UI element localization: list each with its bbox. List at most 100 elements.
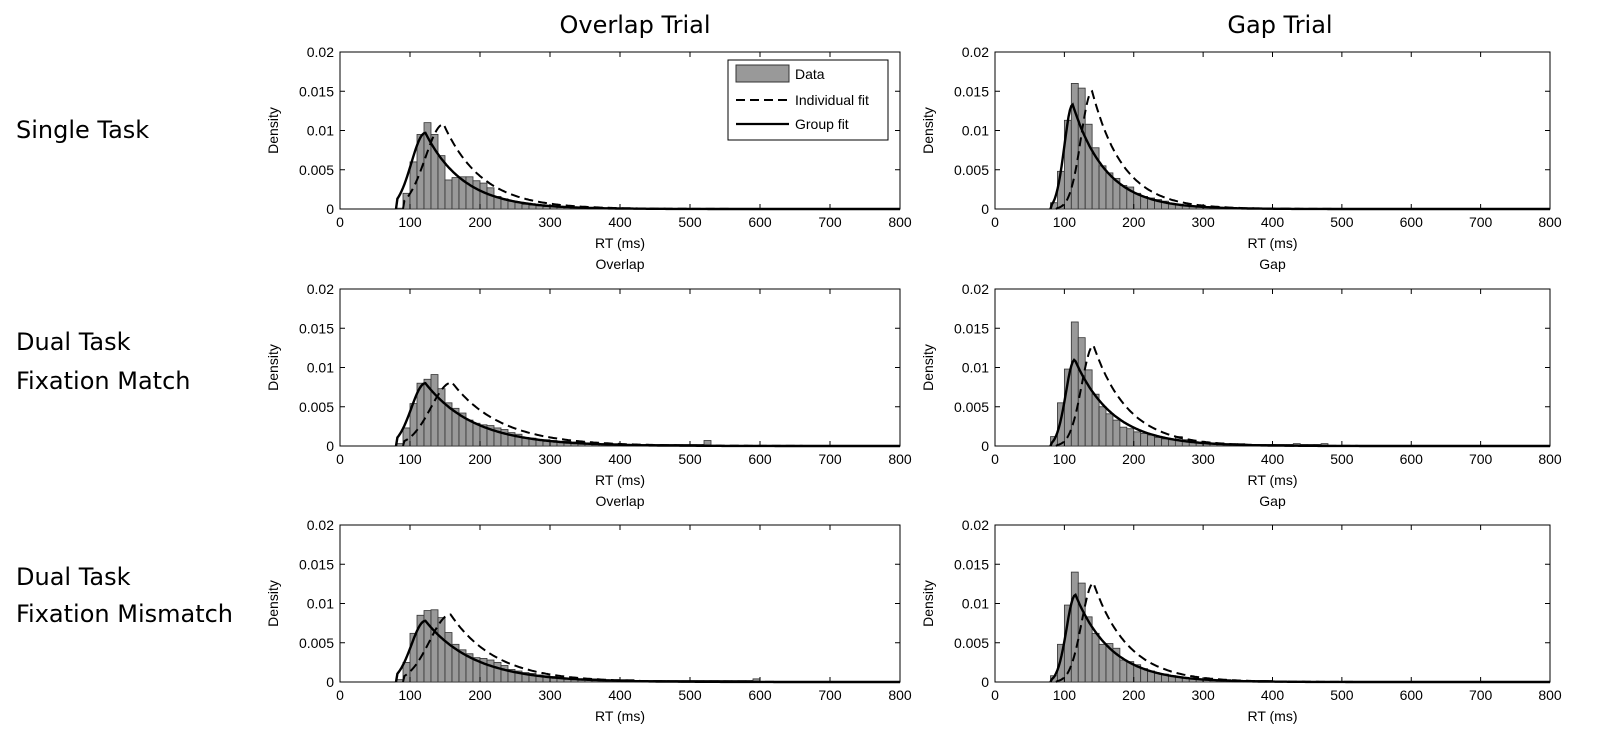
y-ticks: 0 0.005 0.01 0.015 0.02 — [954, 44, 1550, 217]
x-tick-label: 500 — [678, 451, 702, 467]
x-tick-label: 500 — [1330, 451, 1354, 467]
bar — [1070, 571, 1079, 683]
x-tick-label: 500 — [678, 214, 702, 230]
x-tick-label: 100 — [1053, 687, 1077, 703]
legend: Data Individual fit Group fit — [727, 59, 889, 141]
x-tick-label: 300 — [538, 451, 562, 467]
y-tick-label: 0.005 — [954, 162, 989, 178]
bar — [1147, 434, 1155, 447]
chart-panels: 0 100 200 300 400 500 600 700 80000.0050.010.015… — [265, 44, 1562, 724]
y-ticks: 0 0.005 0.01 0.015 0.02 — [954, 281, 1550, 454]
y-tick-label: 0.01 — [962, 360, 989, 376]
x-tick-label: 100 — [398, 451, 422, 467]
group-fit-line — [394, 381, 900, 448]
legend-label-group-fit: Group fit — [795, 116, 849, 132]
panel-mismatch-gap: 0 100 200 300 400 500 600 700 800 0 0.005 0.01 0.015… — [920, 517, 1562, 724]
x-tick-label: 700 — [818, 214, 842, 230]
bar — [430, 609, 439, 683]
x-tick-label: 700 — [818, 687, 842, 703]
x-tick-label: 600 — [748, 214, 772, 230]
bar — [1140, 433, 1149, 447]
x-axis-label: RT (ms) — [1247, 472, 1297, 488]
legend-label-individual-fit: Individual fit — [795, 92, 869, 108]
x-axis-label: RT (ms) — [595, 472, 645, 488]
x-axis-label: RT (ms) — [595, 235, 645, 251]
bar — [430, 374, 439, 447]
x-tick-label: 400 — [1261, 687, 1285, 703]
bar — [1119, 659, 1128, 683]
x-tick-label: 500 — [1330, 687, 1354, 703]
bar — [1070, 83, 1079, 210]
y-tick-label: 0.015 — [954, 83, 989, 99]
y-tick-label: 0.005 — [954, 635, 989, 651]
bar — [486, 659, 495, 683]
y-axis-label: Density — [265, 107, 281, 154]
x-tick-label: 600 — [1400, 687, 1424, 703]
x-axis-label: RT (ms) — [595, 708, 645, 724]
x-tick-label: 100 — [398, 687, 422, 703]
bar — [1133, 431, 1142, 447]
x-tick-label: 100 — [398, 214, 422, 230]
y-tick-label: 0.02 — [307, 517, 334, 533]
x-tick-label: 400 — [1261, 214, 1285, 230]
panel-subtitle: Gap — [1259, 493, 1286, 509]
bar — [451, 177, 460, 210]
bar — [486, 187, 495, 210]
x-tick-label: 700 — [818, 451, 842, 467]
y-tick-label: 0.015 — [954, 556, 989, 572]
column-title-gap: Gap Trial — [1227, 11, 1332, 39]
row-label-dual-match-line2: Fixation Match — [16, 367, 190, 395]
x-tick-label: 200 — [468, 214, 492, 230]
bar — [472, 180, 481, 210]
x-tick-label: 200 — [1122, 687, 1146, 703]
x-tick-label: 800 — [1538, 214, 1562, 230]
y-ticks: 0 0.005 0.01 0.015 0.02 — [299, 517, 900, 690]
bar — [1098, 406, 1107, 447]
bar — [1119, 426, 1128, 447]
group-fit-line — [394, 619, 900, 684]
x-tick-label: 700 — [1469, 214, 1493, 230]
panel-single-gap: 0 100 200 300 400 500 600 700 800 0 0.005 0.01 0.015… — [920, 44, 1562, 272]
x-tick-label: 0 — [336, 451, 344, 467]
panel-mismatch-overlap: 0 100 200 300 400 500 600 700 800 0 0.005 0.01 0.015… — [265, 517, 912, 724]
x-tick-label: 0 — [991, 687, 999, 703]
y-tick-label: 0 — [981, 201, 989, 217]
panel-match-gap: 0 100 200 300 400 500 600 700 800 0 0.005 0.01 0.015… — [920, 281, 1562, 509]
bar — [444, 632, 453, 683]
x-tick-label: 200 — [1122, 451, 1146, 467]
panel-single-overlap: 0 100 200 300 400 500 600 700 800 0 0.005 0.01 0.015… — [265, 44, 912, 272]
x-tick-label: 100 — [1053, 451, 1077, 467]
y-axis-label: Density — [265, 580, 281, 627]
x-tick-label: 400 — [608, 214, 632, 230]
y-ticks: 0 0.005 0.01 0.015 0.02 — [299, 281, 900, 454]
x-tick-label: 0 — [991, 214, 999, 230]
y-ticks: 0 0.005 0.01 0.015 0.02 — [954, 517, 1550, 690]
y-tick-label: 0.005 — [299, 635, 334, 651]
x-tick-label: 500 — [1330, 214, 1354, 230]
x-tick-label: 400 — [608, 451, 632, 467]
x-tick-label: 100 — [1053, 214, 1077, 230]
x-tick-label: 600 — [748, 687, 772, 703]
row-label-dual-mismatch-line2: Fixation Mismatch — [16, 600, 233, 628]
bar — [479, 182, 488, 210]
y-tick-label: 0 — [981, 438, 989, 454]
bar — [1098, 165, 1107, 210]
group-fit-line — [1049, 358, 1550, 448]
x-tick-label: 300 — [538, 687, 562, 703]
x-tick-label: 600 — [748, 451, 772, 467]
x-tick-label: 200 — [468, 687, 492, 703]
y-tick-label: 0.01 — [307, 360, 334, 376]
group-fit-line — [1049, 102, 1550, 211]
panel-subtitle: Overlap — [595, 493, 644, 509]
y-tick-label: 0.02 — [307, 281, 334, 297]
y-tick-label: 0.015 — [299, 556, 334, 572]
x-tick-label: 500 — [678, 687, 702, 703]
panel-subtitle: Gap — [1259, 256, 1286, 272]
y-tick-label: 0.02 — [962, 517, 989, 533]
group-fit-line — [394, 131, 900, 211]
bar — [437, 617, 446, 683]
x-ticks: 0 100 200 300 400 500 600 700 800 — [336, 52, 912, 230]
legend-swatch-data — [735, 64, 790, 83]
x-tick-label: 800 — [888, 451, 912, 467]
